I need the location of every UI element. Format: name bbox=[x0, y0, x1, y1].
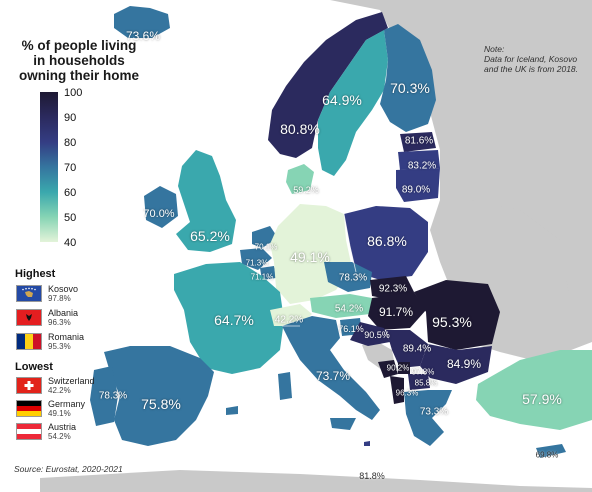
germany-flag-icon bbox=[16, 400, 42, 417]
region-ireland bbox=[144, 186, 178, 228]
lowest-value: 42.2% bbox=[48, 386, 71, 395]
region-poland bbox=[344, 206, 428, 280]
region-kosovo bbox=[398, 362, 410, 374]
scale-tick-40: 40 bbox=[64, 237, 77, 249]
region-estonia bbox=[400, 132, 436, 152]
belarus-ukraine-region bbox=[440, 200, 570, 330]
region-hungary bbox=[368, 292, 426, 330]
region-denmark bbox=[286, 164, 314, 194]
region-sicily bbox=[330, 418, 356, 430]
region-portugal bbox=[90, 366, 118, 426]
region-uk bbox=[176, 150, 236, 252]
region-romania bbox=[414, 280, 500, 350]
region-finland bbox=[380, 24, 436, 132]
region-germany bbox=[270, 204, 352, 304]
lowest-name: Austria bbox=[48, 422, 77, 432]
region-luxembourg bbox=[260, 266, 276, 280]
romania-flag-icon bbox=[16, 333, 42, 350]
region-cyprus bbox=[536, 444, 566, 458]
lowest-heading: Lowest bbox=[15, 361, 53, 373]
scale-band bbox=[40, 217, 58, 242]
region-balearics bbox=[226, 406, 238, 415]
scale-band bbox=[40, 167, 58, 192]
highest-entry-kosovo: Kosovo 97.8% bbox=[16, 284, 136, 306]
scale-tick-60: 60 bbox=[64, 187, 77, 199]
lowest-entry-austria: Austria 54.2% bbox=[16, 422, 136, 444]
kosovo-flag-icon bbox=[16, 285, 42, 302]
highest-name: Albania bbox=[48, 308, 79, 318]
region-spain bbox=[104, 346, 214, 446]
region-north-macedonia bbox=[408, 374, 430, 390]
highest-entry-albania: Albania 96.3% bbox=[16, 308, 136, 330]
region-croatia bbox=[350, 322, 390, 346]
highest-name: Romania bbox=[48, 332, 85, 342]
highest-entry-romania: Romania 95.3% bbox=[16, 332, 136, 354]
scale-tick-90: 90 bbox=[64, 112, 77, 124]
region-italy bbox=[282, 316, 380, 420]
lowest-name: Germany bbox=[48, 399, 86, 409]
region-sardinia bbox=[278, 372, 292, 400]
region-iceland bbox=[114, 6, 170, 38]
lowest-entry-germany: Germany 49.1% bbox=[16, 399, 136, 421]
scale-tick-100: 100 bbox=[64, 87, 83, 99]
austria-flag-icon bbox=[16, 423, 42, 440]
map-title: % of people living in households owning … bbox=[4, 38, 154, 83]
highest-value: 96.3% bbox=[48, 318, 71, 327]
region-turkey bbox=[476, 350, 592, 430]
highest-value: 97.8% bbox=[48, 294, 71, 303]
title-line-2: in households bbox=[33, 53, 125, 68]
title-line-3: owning their home bbox=[19, 68, 139, 83]
scale-tick-70: 70 bbox=[64, 162, 77, 174]
highest-value: 95.3% bbox=[48, 342, 71, 351]
highest-heading: Highest bbox=[15, 268, 56, 280]
data-note: Note: Data for Iceland, Kosovo and the U… bbox=[484, 44, 588, 74]
scale-tick-80: 80 bbox=[64, 137, 77, 149]
scale-band bbox=[40, 92, 58, 117]
color-scale bbox=[40, 92, 58, 244]
note-line-3: and the UK is from 2018. bbox=[484, 64, 579, 74]
scale-band bbox=[40, 192, 58, 217]
region-montenegro bbox=[378, 360, 398, 378]
switzerland-flag-icon bbox=[16, 377, 42, 394]
region-greece bbox=[404, 390, 452, 446]
scale-tick-50: 50 bbox=[64, 212, 77, 224]
lowest-value: 49.1% bbox=[48, 409, 71, 418]
region-latvia bbox=[398, 150, 440, 170]
source-credit: Source: Eurostat, 2020-2021 bbox=[14, 464, 123, 474]
north-africa-region bbox=[40, 470, 592, 492]
region-austria bbox=[310, 294, 372, 318]
region-sweden bbox=[318, 30, 388, 176]
note-line-1: Note: bbox=[484, 44, 505, 54]
lowest-name: Switzerland bbox=[48, 376, 95, 386]
region-czechia bbox=[324, 262, 372, 292]
region-albania bbox=[390, 376, 404, 404]
region-norway bbox=[268, 12, 388, 158]
lowest-entry-switzerland: Switzerland 42.2% bbox=[16, 376, 136, 398]
title-line-1: % of people living bbox=[21, 38, 137, 53]
highest-name: Kosovo bbox=[48, 284, 79, 294]
region-france bbox=[174, 262, 284, 374]
note-line-2: Data for Iceland, Kosovo bbox=[484, 54, 578, 64]
region-serbia bbox=[386, 330, 428, 368]
region-lithuania bbox=[396, 168, 440, 202]
region-belgium bbox=[240, 248, 272, 270]
albania-flag-icon bbox=[16, 309, 42, 326]
region-malta bbox=[364, 441, 370, 446]
scale-band bbox=[40, 142, 58, 167]
region-netherlands bbox=[252, 226, 278, 248]
region-bulgaria bbox=[420, 344, 492, 384]
scale-band bbox=[40, 117, 58, 142]
lowest-value: 54.2% bbox=[48, 432, 71, 441]
